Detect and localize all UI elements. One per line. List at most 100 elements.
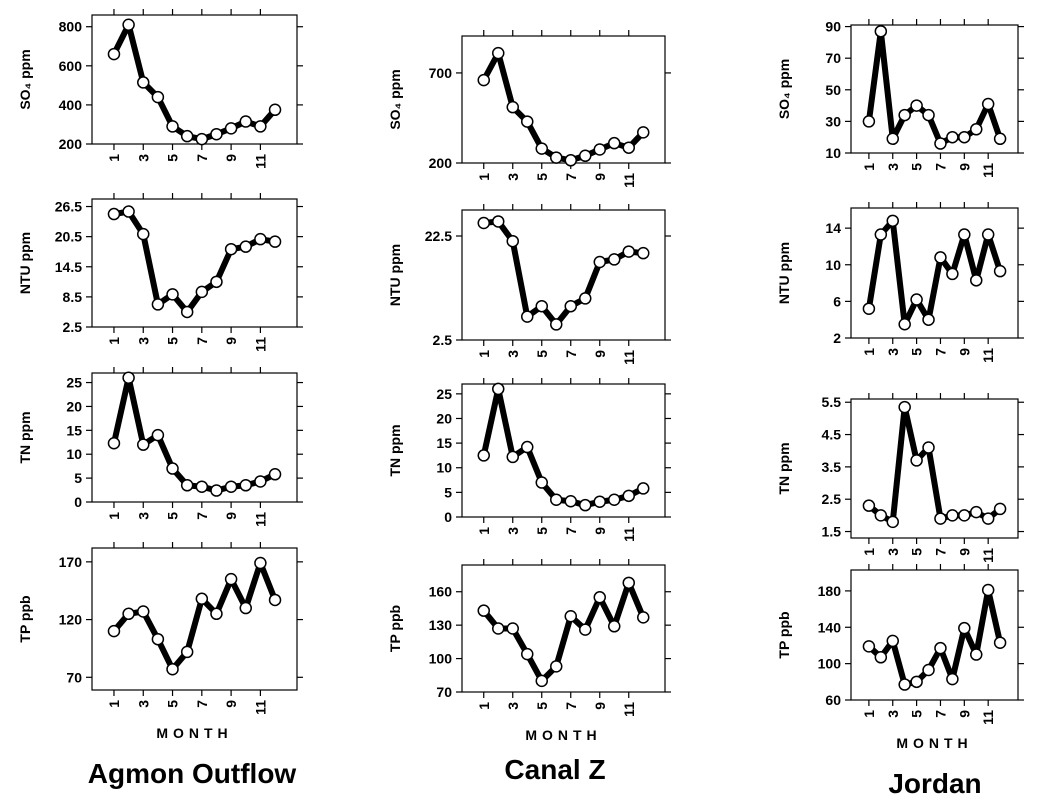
- data-line: [483, 218, 644, 328]
- data-point: [477, 73, 490, 87]
- x-tick-label: 1: [106, 337, 122, 345]
- x-tick-label: 5: [165, 337, 181, 345]
- data-point: [492, 46, 505, 60]
- data-line: [111, 374, 277, 494]
- x-tick-label: 11: [621, 350, 637, 365]
- y-axis-label: TP ppb: [776, 611, 792, 658]
- data-point: [608, 620, 621, 633]
- column-title: Canal Z: [504, 754, 605, 785]
- data-point: [564, 609, 577, 623]
- y-tick-label: 20: [66, 398, 82, 414]
- data-point: [210, 607, 223, 621]
- x-tick-label: 7: [932, 348, 948, 356]
- data-point: [922, 313, 935, 326]
- x-tick-label: 7: [194, 700, 210, 708]
- x-tick-label: 9: [223, 700, 239, 708]
- data-point: [993, 636, 1007, 649]
- panel: 2.5 22.5 1 3 5 7 9 11 NTU ppm: [387, 204, 671, 365]
- panel: 2.5 8.5 14.5 20.5 26.5 1 3 5 7 9 11 NTU ppm: [17, 193, 303, 352]
- data-point: [970, 648, 983, 661]
- data-point: [579, 623, 592, 636]
- data-point: [492, 215, 505, 228]
- plot-frame: [91, 14, 298, 145]
- data-point: [477, 604, 490, 617]
- data-point: [550, 660, 563, 673]
- x-tick-label: 9: [592, 173, 608, 181]
- x-tick-label: 7: [194, 337, 210, 345]
- x-tick-label: 9: [956, 548, 972, 556]
- y-tick-label: 0: [444, 509, 452, 525]
- data-point: [210, 275, 223, 289]
- data-point: [622, 576, 635, 590]
- data-point: [210, 127, 223, 141]
- data-point: [970, 505, 983, 519]
- data-point: [898, 400, 911, 414]
- data-point: [946, 130, 959, 144]
- data-line: [111, 560, 278, 673]
- x-tick-label: 3: [885, 710, 901, 718]
- y-axis-label: TN ppm: [17, 411, 33, 463]
- data-point: [239, 115, 252, 128]
- data-point: [521, 310, 534, 323]
- data-point: [946, 509, 959, 522]
- data-point: [506, 234, 519, 248]
- y-tick-label: 6: [833, 293, 841, 309]
- x-tick-label: 5: [534, 350, 550, 358]
- data-point: [506, 622, 519, 635]
- x-tick-label: 11: [980, 163, 996, 178]
- y-tick-label: 25: [436, 386, 452, 402]
- data-point: [898, 108, 911, 122]
- data-point: [521, 115, 534, 128]
- x-tick-label: 5: [909, 710, 925, 718]
- data-point: [254, 232, 267, 246]
- y-tick-label: 0: [74, 494, 82, 510]
- x-tick-label: 3: [885, 163, 901, 171]
- data-point: [886, 214, 899, 228]
- column-title: Agmon Outflow: [88, 758, 297, 789]
- panel: 0 5 10 15 20 25 1 3 5 7 9 11 TN ppm: [387, 378, 671, 542]
- data-point: [224, 572, 238, 586]
- x-tick-label: 9: [223, 154, 239, 162]
- y-tick-label: 10: [66, 446, 82, 462]
- x-tick-label: 9: [223, 512, 239, 520]
- data-point: [981, 512, 995, 525]
- x-tick-label: 5: [909, 163, 925, 171]
- y-tick-label: 60: [825, 692, 841, 708]
- data-line: [480, 385, 645, 509]
- x-tick-label: 9: [956, 710, 972, 718]
- y-tick-label: 8.5: [63, 289, 83, 305]
- y-tick-label: 90: [825, 19, 841, 35]
- data-point: [506, 450, 519, 464]
- plot-frame: [461, 383, 666, 518]
- x-axis-label: MONTH: [156, 725, 232, 741]
- data-point: [958, 621, 971, 635]
- data-point: [958, 228, 971, 241]
- x-tick-label: 1: [106, 154, 122, 162]
- data-point: [122, 371, 135, 385]
- data-point: [224, 242, 238, 256]
- y-tick-label: 50: [825, 82, 841, 98]
- y-tick-label: 20.5: [55, 229, 82, 245]
- data-point: [239, 479, 252, 492]
- x-tick-label: 3: [885, 348, 901, 356]
- data-point: [122, 607, 135, 621]
- data-point: [981, 228, 995, 241]
- data-point: [268, 103, 282, 117]
- data-point: [137, 438, 150, 451]
- data-point: [550, 318, 563, 331]
- data-point: [922, 663, 935, 677]
- data-point: [862, 499, 876, 512]
- data-point: [151, 632, 165, 646]
- data-point: [934, 512, 947, 525]
- data-point: [180, 479, 194, 492]
- y-tick-label: 130: [429, 617, 453, 633]
- data-point: [195, 132, 209, 146]
- x-tick-label: 11: [621, 173, 637, 188]
- y-tick-label: 14: [825, 220, 841, 236]
- data-point: [637, 126, 650, 139]
- data-point: [922, 441, 935, 454]
- data-point: [477, 216, 490, 230]
- data-point: [477, 449, 490, 462]
- x-tick-label: 1: [476, 527, 492, 535]
- x-tick-label: 3: [135, 512, 151, 520]
